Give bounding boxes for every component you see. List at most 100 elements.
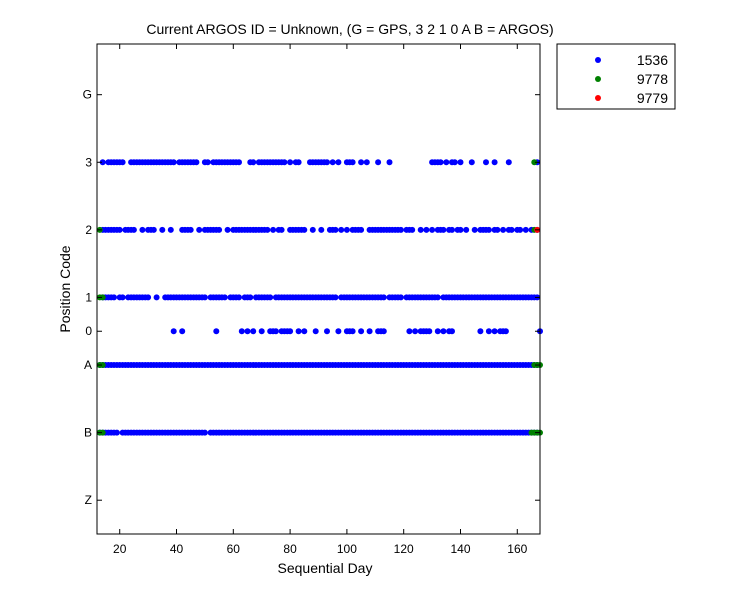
data-point [375, 159, 382, 166]
y-tick-label: 2 [85, 223, 92, 237]
data-point [471, 226, 478, 233]
data-point [301, 328, 308, 335]
data-point [264, 226, 271, 233]
data-point [363, 159, 370, 166]
data-point [159, 226, 166, 233]
data-point [406, 328, 413, 335]
data-point [318, 226, 325, 233]
data-point [451, 159, 458, 166]
legend-label: 9778 [637, 71, 668, 87]
data-point [301, 226, 308, 233]
data-point [187, 226, 194, 233]
y-tick-label: 3 [85, 155, 92, 169]
legend: 1536 9778 9779 [556, 43, 676, 110]
data-point [477, 328, 484, 335]
y-tick-label: 0 [85, 324, 92, 338]
data-point [170, 328, 177, 335]
x-tick-label: 20 [113, 542, 127, 556]
data-point [508, 226, 515, 233]
data-point [139, 226, 146, 233]
data-point [130, 226, 137, 233]
data-point [386, 159, 393, 166]
data-point [491, 328, 498, 335]
data-point [443, 159, 450, 166]
data-point [312, 328, 319, 335]
data-point [153, 294, 160, 301]
data-point [440, 328, 447, 335]
data-point [201, 429, 208, 436]
data-point [295, 159, 302, 166]
legend-label: 1536 [637, 52, 668, 68]
data-point [167, 226, 174, 233]
data-point [324, 159, 330, 166]
data-point [119, 294, 126, 301]
data-point [522, 226, 529, 233]
data-point [338, 226, 345, 233]
data-point [236, 159, 242, 166]
data-point [463, 226, 470, 233]
data-point [485, 226, 492, 233]
data-point [349, 328, 356, 335]
data-point [437, 159, 444, 166]
data-point [485, 328, 492, 335]
y-tick-label: G [83, 88, 92, 102]
y-tick-label: B [84, 426, 92, 440]
data-point [244, 328, 251, 335]
data-point [500, 226, 507, 233]
data-point [426, 328, 433, 335]
x-tick-label: 40 [170, 542, 184, 556]
data-point [494, 226, 501, 233]
data-point [113, 429, 120, 436]
x-tick-label: 140 [450, 542, 470, 556]
y-tick-label: Z [85, 493, 92, 507]
data-point [531, 159, 538, 166]
data-point [324, 328, 330, 335]
data-point [505, 159, 512, 166]
data-point [278, 226, 285, 233]
data-point [99, 429, 106, 436]
data-point [204, 159, 211, 166]
data-point [236, 294, 242, 301]
data-point [193, 159, 200, 166]
data-point [380, 294, 387, 301]
data-point [332, 226, 339, 233]
data-point [270, 226, 277, 233]
data-point [221, 294, 228, 301]
data-point [417, 226, 424, 233]
data-point [349, 159, 356, 166]
data-point [449, 226, 455, 233]
x-tick-label: 100 [337, 542, 357, 556]
data-point [196, 226, 203, 233]
data-point [502, 328, 509, 335]
data-point [111, 294, 117, 301]
data-point [170, 159, 177, 166]
data-point [397, 294, 404, 301]
data-point [119, 159, 126, 166]
data-point [281, 159, 288, 166]
axis-ticks: 20 40 60 80 100 120 140 160 Z B A 0 1 2 3 G [83, 44, 540, 556]
legend-marker [595, 57, 601, 63]
data-point [343, 226, 350, 233]
data-point [267, 294, 274, 301]
data-point [335, 159, 342, 166]
y-tick-label: 1 [85, 290, 92, 304]
data-point [517, 226, 524, 233]
data-point [99, 362, 106, 368]
data-point [366, 328, 373, 335]
data-point [213, 328, 220, 335]
x-tick-label: 80 [283, 542, 297, 556]
data-point [201, 294, 208, 301]
data-point [483, 159, 489, 166]
data-point [287, 159, 294, 166]
axes-frame [96, 43, 541, 535]
data-point [412, 328, 419, 335]
data-point [434, 294, 441, 301]
data-point [440, 226, 447, 233]
x-tick-label: 120 [394, 542, 414, 556]
data-point [457, 226, 464, 233]
data-point [449, 328, 455, 335]
data-point [116, 226, 123, 233]
chart-title: Current ARGOS ID = Unknown, (G = GPS, 3 … [146, 21, 553, 37]
data-point [287, 328, 294, 335]
